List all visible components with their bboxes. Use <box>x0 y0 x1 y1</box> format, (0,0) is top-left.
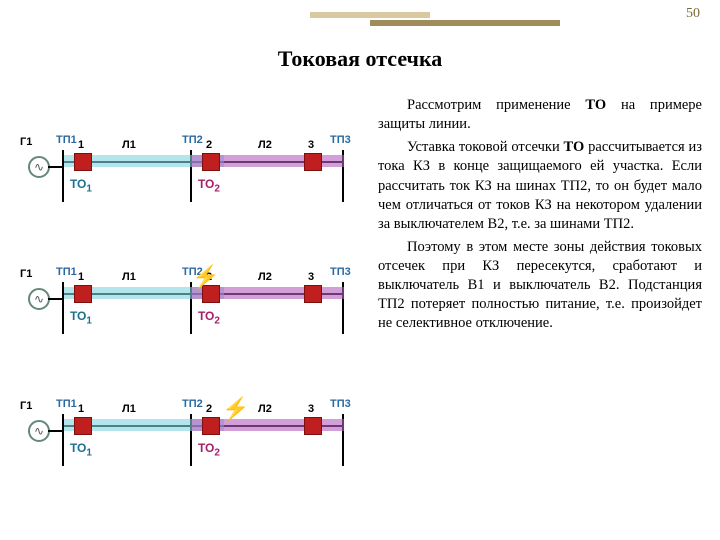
substation-label: ТП3 <box>330 134 351 146</box>
p2-bold: ТО <box>564 139 585 155</box>
p2-a: Уставка токовой отсечки <box>407 139 564 155</box>
substation-label: ТП1 <box>56 266 77 278</box>
breaker-icon <box>74 285 92 303</box>
paragraph-1: Рассмотрим применение ТО на примере защи… <box>378 96 702 134</box>
paragraph-2: Уставка токовой отсечки ТО рассчитываетс… <box>378 138 702 234</box>
p1-a: Рассмотрим применение <box>407 97 585 113</box>
breaker-number: 2 <box>206 403 212 415</box>
substation-label: ТП2 <box>182 134 203 146</box>
single-line-diagram: Г1 ∿ ТП1 ТП2 ТП3 ТО1 ТО2 1 2 3 Л1 Л2 <box>14 96 374 228</box>
zone-to2-label: ТО2 <box>198 309 220 326</box>
breaker-number: 1 <box>78 139 84 151</box>
single-line-diagram: Г1∿ТП1ТП2ТП3ТО1ТО2123Л1Л2⚡ <box>14 228 374 360</box>
single-line-diagram: Г1 ∿ ТП1 ТП2 ТП3 ТО1 ТО2 1 2 3 Л1 Л2 ⚡ <box>14 360 374 492</box>
top-accent-bar <box>0 12 720 26</box>
generator-icon: ∿ <box>28 156 50 178</box>
substation-label: ТП3 <box>330 266 351 278</box>
zone-to1-label: ТО1 <box>70 177 92 194</box>
substation-label: ТП3 <box>330 398 351 410</box>
body-text: Рассмотрим применение ТО на примере защи… <box>378 96 702 338</box>
breaker-icon <box>304 285 322 303</box>
breaker-icon <box>304 153 322 171</box>
top-accent-seg-1 <box>310 12 430 18</box>
zone-to1-label: ТО1 <box>70 441 92 458</box>
generator-label: Г1 <box>20 268 32 280</box>
breaker-number: 1 <box>78 403 84 415</box>
line-section-label: Л2 <box>258 139 272 151</box>
fault-icon: ⚡ <box>192 264 219 290</box>
generator-icon: ∿ <box>28 288 50 310</box>
paragraph-3: Поэтому в этом месте зоны действия токов… <box>378 238 702 334</box>
breaker-number: 3 <box>308 403 314 415</box>
substation-label: ТП1 <box>56 134 77 146</box>
line-section-label: Л1 <box>122 139 136 151</box>
slide-number: 50 <box>686 6 700 22</box>
line-section-label: Л2 <box>258 271 272 283</box>
line-section-label: Л1 <box>122 403 136 415</box>
zone-to1-label: ТО1 <box>70 309 92 326</box>
slide-title: Токовая отсечка <box>0 46 720 72</box>
breaker-icon <box>74 153 92 171</box>
breaker-icon <box>304 417 322 435</box>
zone-to2-label: ТО2 <box>198 441 220 458</box>
feeder-line <box>48 298 62 300</box>
generator-label: Г1 <box>20 400 32 412</box>
feeder-line <box>48 430 62 432</box>
breaker-icon <box>202 417 220 435</box>
fault-icon: ⚡ <box>222 396 249 422</box>
diagram-column: Г1 ∿ ТП1 ТП2 ТП3 ТО1 ТО2 1 2 3 Л1 Л2 Г1 ∿ ТП1 ТП2 ТП3 ТО1… <box>14 96 374 492</box>
breaker-icon <box>202 153 220 171</box>
breaker-icon <box>74 417 92 435</box>
line-section-label: Л1 <box>122 271 136 283</box>
generator-icon: ∿ <box>28 420 50 442</box>
generator-label: Г1 <box>20 136 32 148</box>
substation-label: ТП1 <box>56 398 77 410</box>
line-section-label: Л2 <box>258 403 272 415</box>
breaker-number: 3 <box>308 139 314 151</box>
breaker-number: 1 <box>78 271 84 283</box>
substation-label: ТП2 <box>182 398 203 410</box>
zone-to2-label: ТО2 <box>198 177 220 194</box>
p1-bold: ТО <box>585 97 606 113</box>
top-accent-seg-2 <box>370 20 560 26</box>
breaker-number: 3 <box>308 271 314 283</box>
breaker-number: 2 <box>206 139 212 151</box>
feeder-line <box>48 166 62 168</box>
